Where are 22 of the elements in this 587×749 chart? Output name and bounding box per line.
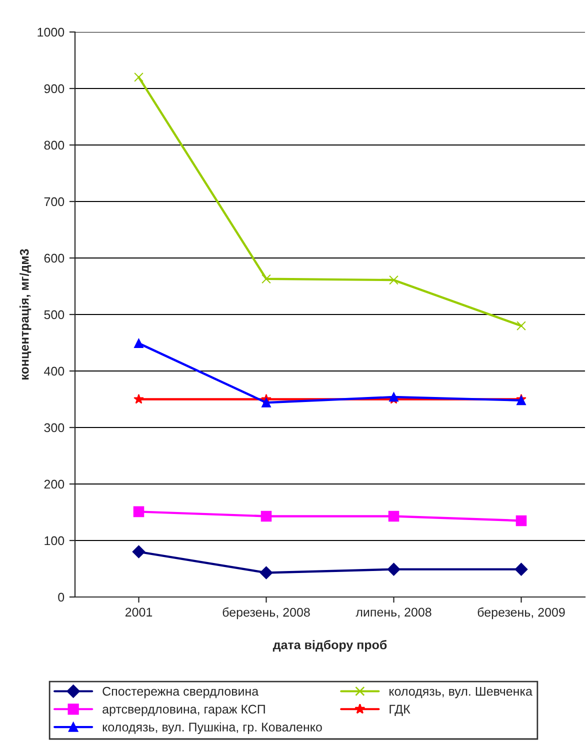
y-tick-label: 300 [44, 423, 64, 432]
y-tick-label: 0 [58, 592, 64, 602]
y-tick-label: 1000 [38, 28, 64, 37]
y-tick-label: 800 [44, 140, 64, 150]
y-tick-label: 100 [44, 536, 64, 546]
y-tick-label: 900 [44, 84, 64, 94]
legend-label: колодязь, вул. Шевченка [390, 687, 532, 698]
y-tick-label: 600 [44, 254, 64, 263]
x-tick-label: липень, 2008 [356, 608, 432, 618]
y-tick-label: 500 [44, 310, 64, 320]
legend-label: колодязь, вул. Пушкіна, гр. Коваленко [102, 722, 322, 734]
y-tick-label: 200 [44, 480, 64, 489]
y-tick-label: 700 [44, 197, 64, 206]
x-tick-label: 2001 [125, 608, 152, 617]
legend-label: Спостережна свердловина [102, 686, 259, 698]
x-axis-title: дата відбору проб [272, 640, 387, 652]
x-tick-label: березень, 2008 [222, 607, 310, 620]
legend-label: артсвердловина, гараж КСП [102, 704, 265, 716]
y-axis-title: концентрація, мг/дм3 [20, 249, 32, 380]
legend-label: ГДК [390, 704, 410, 716]
y-tick-label: 400 [44, 366, 64, 376]
x-tick-label: березень, 2009 [478, 607, 565, 620]
